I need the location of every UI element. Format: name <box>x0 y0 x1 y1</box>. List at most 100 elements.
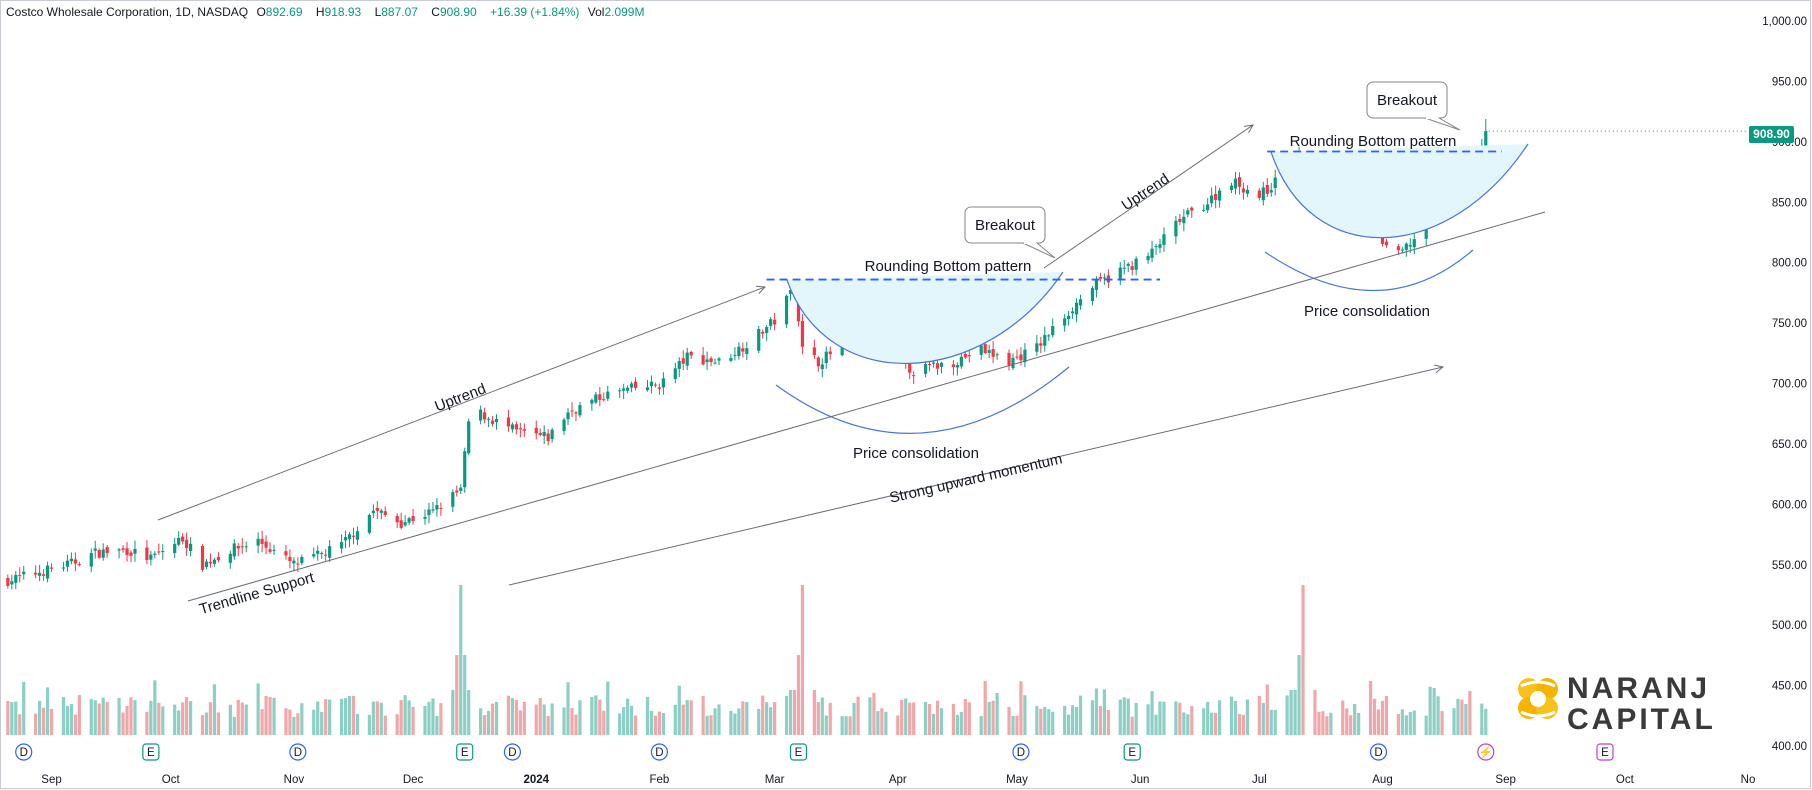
candle-body <box>1261 187 1265 201</box>
volume-bar <box>97 703 101 735</box>
candle-body <box>717 358 721 361</box>
volume-bar <box>884 711 888 735</box>
volume-bar <box>1257 695 1261 735</box>
volume-bar <box>1301 585 1305 735</box>
x-tick-label: Feb <box>649 774 669 786</box>
candle-body <box>626 387 630 391</box>
candle-body <box>494 419 499 423</box>
candle-body <box>967 355 971 357</box>
volume-bar <box>236 699 240 735</box>
candle-body <box>1039 343 1043 346</box>
candle-body <box>598 394 602 400</box>
legend-low-label: L <box>374 5 382 19</box>
candle-body <box>288 556 292 562</box>
candle-body <box>657 387 662 389</box>
volume-bar <box>367 714 371 735</box>
dividend-marker <box>1369 743 1388 761</box>
volume-bar <box>1217 700 1222 735</box>
volume-bar <box>566 682 570 735</box>
volume-bar <box>868 697 872 735</box>
volume-bar <box>49 708 54 735</box>
volume-bar <box>486 710 491 735</box>
volume-bar <box>578 700 582 735</box>
volume-bar <box>284 708 288 735</box>
y-tick-label: 400.00 <box>1772 741 1807 753</box>
candle-body <box>510 424 515 430</box>
earnings-marker <box>1123 743 1141 761</box>
volume-bar <box>935 700 940 735</box>
volume-bar <box>1408 711 1412 735</box>
volume-bar <box>963 698 967 735</box>
rounding-bottom-2-fill <box>1271 144 1528 238</box>
volume-bar <box>101 697 105 735</box>
candle-body <box>1380 236 1385 244</box>
volume-bar <box>653 715 658 735</box>
volume-bar <box>645 696 650 735</box>
candle-body <box>661 378 665 388</box>
volume-bar <box>705 715 709 735</box>
volume-bar <box>880 708 884 735</box>
candle-body <box>1245 189 1250 194</box>
volume-bar <box>439 703 443 735</box>
earnings-marker-letter: E <box>1128 747 1136 759</box>
candle-body <box>173 543 177 554</box>
volume-bar <box>1039 708 1043 735</box>
trendline-support <box>187 211 1546 602</box>
legend-volume-label: Vol <box>587 5 605 19</box>
volume-bar <box>594 695 598 735</box>
rounding-bottom-1-fill <box>787 272 1063 364</box>
candle-body <box>931 362 936 364</box>
volume-bar <box>745 702 749 735</box>
candle-body <box>816 357 820 367</box>
dividend-marker-letter: D <box>655 747 663 759</box>
logo-line-2: CAPITAL <box>1567 703 1716 736</box>
volume-bar <box>129 697 133 735</box>
dividend-marker <box>1012 743 1030 761</box>
volume-bar <box>93 700 97 735</box>
volume-bar <box>1098 706 1103 735</box>
volume-bar <box>1313 690 1317 735</box>
x-tick-label: Oct <box>162 774 181 786</box>
candle-body <box>729 357 733 361</box>
volume-bar <box>876 711 880 735</box>
y-tick-label: 500.00 <box>1772 620 1807 632</box>
volume-bar <box>1412 710 1416 735</box>
volume-bar <box>244 704 248 735</box>
candle-body <box>1150 248 1154 258</box>
candle-body <box>566 412 570 420</box>
volume-bar <box>1345 708 1349 735</box>
volume-bar <box>296 713 300 735</box>
candle-body <box>685 352 689 366</box>
candle-body <box>796 290 801 322</box>
candle-body <box>351 535 356 537</box>
candle-body <box>506 417 511 427</box>
rounding-bottom-label-2: Rounding Bottom pattern <box>1290 133 1457 150</box>
x-tick-label: Sep <box>1495 774 1515 786</box>
earnings-marker <box>142 743 160 761</box>
volume-bar <box>288 709 292 735</box>
candle-body <box>208 561 213 564</box>
candle-body <box>216 557 221 561</box>
candle-body <box>538 432 542 435</box>
volume-bar <box>1396 713 1400 735</box>
candle-body <box>701 355 705 365</box>
candle-body <box>371 510 375 514</box>
volume-bar <box>574 714 578 735</box>
candle-body <box>518 428 522 430</box>
candle-body <box>451 492 455 507</box>
candle-body <box>1063 318 1067 326</box>
volume-bar <box>923 701 928 735</box>
candle-body <box>1202 209 1206 211</box>
volume-bar <box>1150 691 1154 735</box>
y-tick-label: 750.00 <box>1772 318 1807 330</box>
volume-bar <box>65 705 70 735</box>
volume-bar <box>256 683 260 735</box>
breakout-callout-2-label: Breakout <box>1377 92 1438 109</box>
volume-bar <box>1043 706 1047 735</box>
volume-bar <box>177 710 181 735</box>
volume-bar <box>459 585 463 735</box>
dividend-marker <box>289 743 307 761</box>
candle-body <box>1237 177 1242 187</box>
volume-bar <box>598 699 602 735</box>
